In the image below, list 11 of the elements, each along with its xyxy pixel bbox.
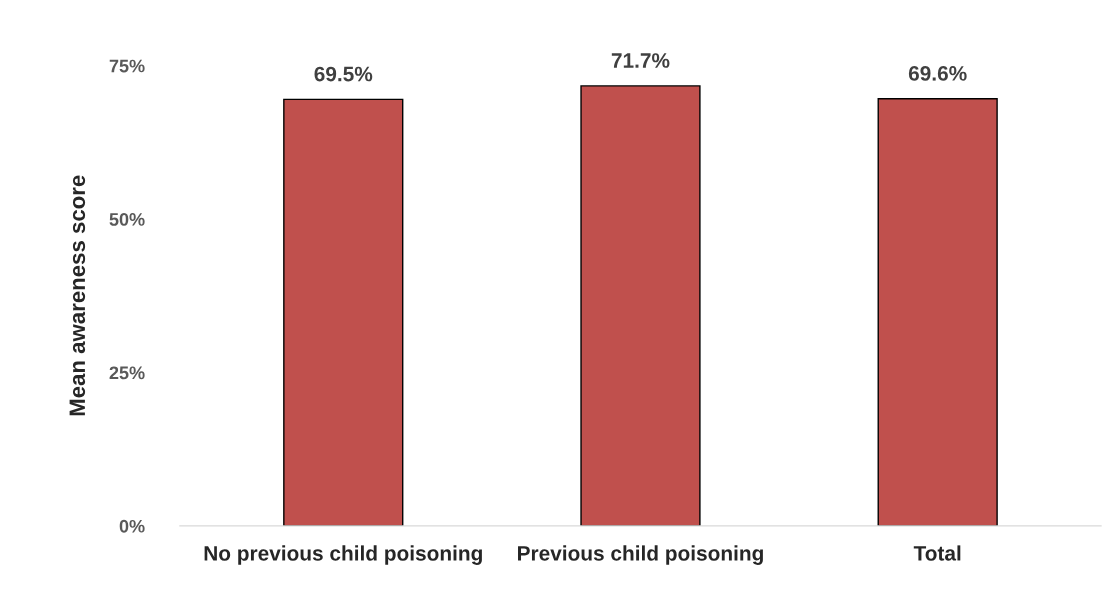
- data-label: 71.7%: [611, 53, 670, 68]
- x-tick-label: Total: [913, 545, 961, 561]
- data-label: 69.6%: [908, 66, 967, 81]
- x-tick-label: No previous child poisoning: [204, 545, 482, 565]
- y-tick-label: 25%: [109, 366, 145, 380]
- y-tick-label: 50%: [109, 213, 145, 226]
- y-tick-label: 75%: [109, 59, 145, 73]
- y-tick-label: 0%: [119, 519, 145, 533]
- data-label: 69.5%: [314, 66, 373, 82]
- x-tick-label: Previous child poisoning: [518, 545, 763, 565]
- y-axis-title: Mean awareness score: [69, 175, 86, 416]
